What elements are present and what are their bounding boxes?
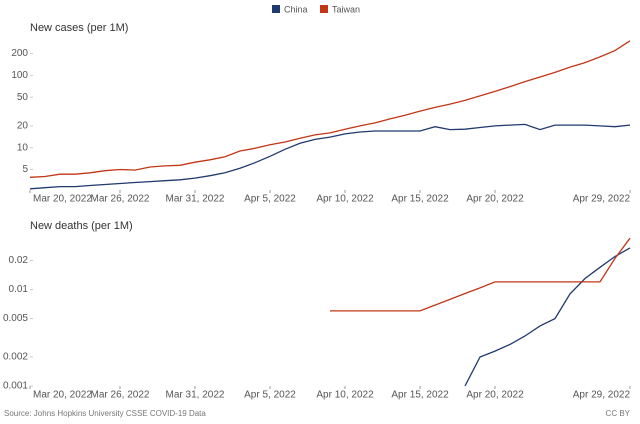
x-tick-label: Mar 31, 2022 bbox=[166, 194, 225, 205]
y-tick-label: 0.01 bbox=[9, 284, 29, 295]
legend-label: China bbox=[284, 4, 308, 14]
x-tick-label: Mar 20, 2022 bbox=[33, 194, 92, 205]
y-tick-label: 5 bbox=[22, 164, 28, 175]
series-line bbox=[29, 123, 631, 190]
x-tick-label: Apr 10, 2022 bbox=[316, 194, 374, 205]
y-tick-label: 0.001 bbox=[3, 381, 28, 392]
y-tick-label: 10 bbox=[17, 142, 29, 153]
panel-title: New cases (per 1M) bbox=[30, 22, 128, 34]
series-line bbox=[330, 237, 631, 312]
x-tick-label: Apr 20, 2022 bbox=[466, 194, 524, 205]
series-line bbox=[464, 247, 631, 387]
x-tick-label: Apr 5, 2022 bbox=[244, 194, 296, 205]
x-tick-label: Apr 29, 2022 bbox=[573, 390, 631, 401]
x-tick-label: Apr 5, 2022 bbox=[244, 390, 296, 401]
x-tick-label: Apr 15, 2022 bbox=[391, 390, 449, 401]
source: Source: Johns Hopkins University CSSE CO… bbox=[4, 409, 206, 418]
x-tick-label: Mar 31, 2022 bbox=[166, 390, 225, 401]
legend-swatch bbox=[272, 5, 280, 13]
y-tick-label: 20 bbox=[17, 121, 29, 132]
x-tick-label: Mar 20, 2022 bbox=[33, 390, 92, 401]
y-tick-label: 200 bbox=[11, 48, 28, 59]
y-tick-label: 100 bbox=[11, 70, 28, 81]
x-tick-label: Mar 26, 2022 bbox=[91, 390, 150, 401]
x-tick-label: Apr 15, 2022 bbox=[391, 194, 449, 205]
license: CC BY bbox=[606, 409, 631, 418]
series-line bbox=[29, 40, 631, 178]
panel-title: New deaths (per 1M) bbox=[30, 220, 133, 232]
y-tick-label: 0.002 bbox=[3, 352, 28, 363]
legend-label: Taiwan bbox=[332, 4, 360, 14]
x-tick-label: Mar 26, 2022 bbox=[91, 194, 150, 205]
x-tick-label: Apr 29, 2022 bbox=[573, 194, 631, 205]
y-tick-label: 0.02 bbox=[9, 255, 29, 266]
legend-swatch bbox=[320, 5, 328, 13]
x-tick-label: Apr 20, 2022 bbox=[466, 390, 524, 401]
y-tick-label: 0.005 bbox=[3, 313, 28, 324]
y-tick-label: 50 bbox=[17, 92, 29, 103]
x-tick-label: Apr 10, 2022 bbox=[316, 390, 374, 401]
